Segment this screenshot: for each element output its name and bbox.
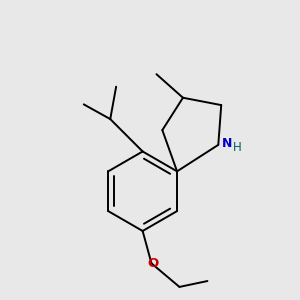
Text: N: N (222, 137, 232, 150)
Text: O: O (147, 257, 159, 270)
Text: H: H (233, 141, 242, 154)
